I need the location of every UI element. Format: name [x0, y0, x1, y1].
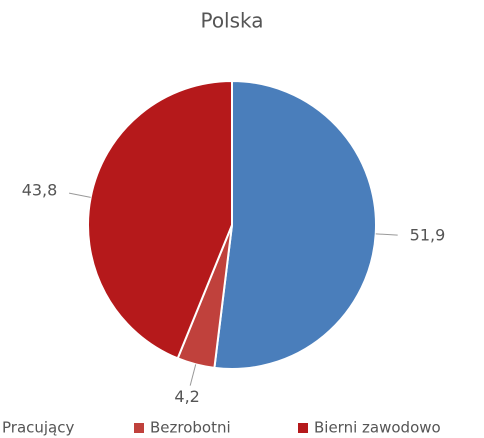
value-label: 51,9 [410, 225, 446, 244]
legend-marker [134, 423, 144, 433]
legend-label: Bezrobotni [150, 419, 231, 437]
leader-line [189, 364, 197, 386]
legend-label: Bierni zawodowo [314, 419, 441, 437]
pie-slice [213, 79, 377, 370]
value-label: 43,8 [22, 180, 58, 199]
legend-label: Pracujący [2, 419, 75, 437]
legend-marker [298, 423, 308, 433]
chart-title: Polska [200, 9, 263, 33]
pie-slice [87, 79, 233, 360]
value-label: 4,2 [174, 387, 199, 406]
leader-line [68, 192, 91, 198]
leader-line [375, 233, 398, 236]
